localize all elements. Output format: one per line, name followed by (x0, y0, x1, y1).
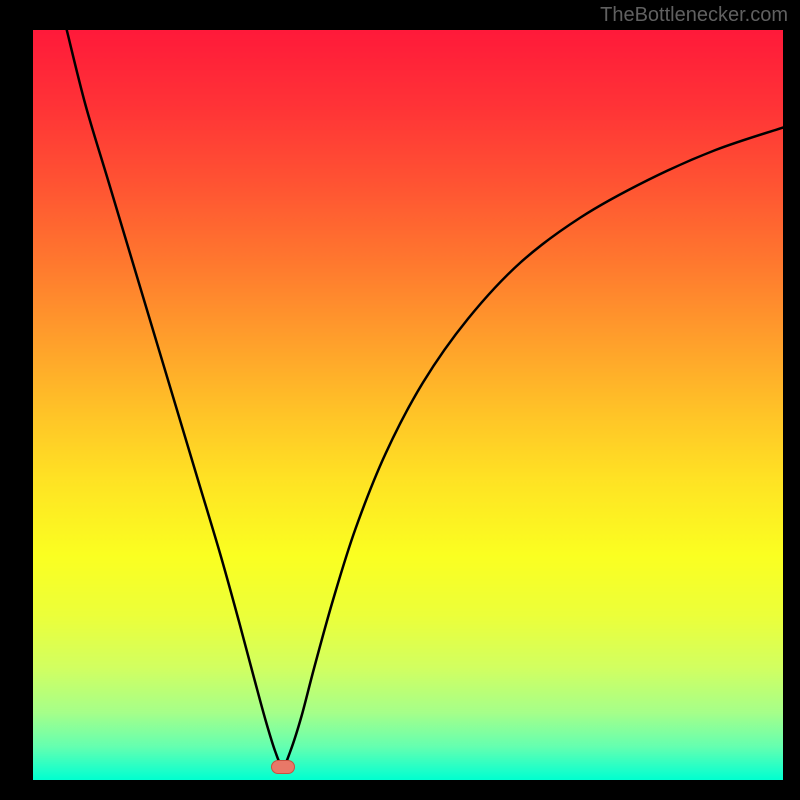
minimum-marker (271, 760, 295, 774)
watermark-text: TheBottlenecker.com (600, 4, 788, 27)
bottleneck-curve (67, 30, 783, 767)
plot-area (33, 30, 783, 780)
chart-container: TheBottlenecker.com (0, 0, 800, 800)
curve-layer (33, 30, 783, 780)
